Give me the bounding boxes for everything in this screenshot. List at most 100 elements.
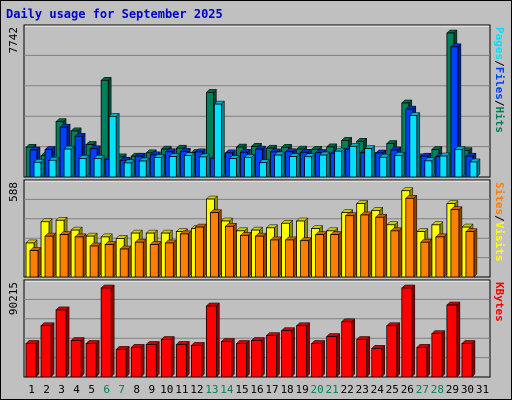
x-tick-label-8: 8 (133, 383, 140, 396)
axis-label-part: Visits (493, 222, 506, 262)
bar-kbytes-3-side (65, 306, 70, 378)
x-tick-label-15: 15 (235, 383, 248, 396)
x-tick-label-10: 10 (160, 383, 173, 396)
bar-sites-14-side (233, 222, 237, 278)
scale-label-hits-files-pages: 7742 (7, 27, 20, 54)
bar-pages-24 (379, 156, 388, 178)
scale-label-kbytes: 90215 (7, 282, 20, 315)
x-tick-label-20: 20 (311, 383, 324, 396)
bar-sites-25-side (398, 227, 403, 278)
bar-pages-4 (78, 158, 87, 178)
axis-label-visits-sites: Sites/Visits (493, 182, 506, 262)
bar-pages-9-side (161, 153, 165, 178)
axis-label-part: Sites (493, 182, 506, 215)
bar-sites-5 (89, 245, 99, 278)
bar-kbytes-11 (175, 344, 187, 378)
bar-sites-23 (360, 214, 370, 278)
bar-kbytes-7-side (125, 345, 130, 378)
bar-kbytes-25 (386, 325, 398, 378)
x-tick-label-18: 18 (280, 383, 293, 396)
x-tick-label-4: 4 (73, 383, 80, 396)
bar-pages-23-side (371, 144, 375, 178)
bar-sites-19 (300, 240, 309, 278)
bar-kbytes-18 (281, 330, 292, 378)
bar-pages-21-side (341, 147, 345, 178)
bar-kbytes-7 (115, 348, 127, 378)
bar-pages-18-side (296, 152, 300, 178)
bar-sites-12 (194, 226, 204, 278)
bar-sites-9 (149, 244, 159, 278)
x-tick-label-25: 25 (386, 383, 399, 396)
bar-pages-12-side (206, 153, 210, 178)
bar-kbytes-27-side (426, 343, 431, 378)
bar-sites-17-side (278, 236, 282, 278)
x-tick-label-12: 12 (190, 383, 203, 396)
bar-sites-20-side (323, 231, 327, 278)
bar-sites-28 (435, 236, 445, 278)
x-tick-label-28: 28 (431, 383, 444, 396)
x-tick-label-1: 1 (28, 383, 35, 396)
bar-kbytes-9-side (156, 340, 160, 378)
bar-kbytes-4 (70, 340, 82, 378)
bar-sites-30 (465, 231, 475, 278)
axis-label-part: Files (493, 67, 506, 100)
bar-pages-3 (63, 148, 72, 178)
bar-sites-7-side (127, 245, 132, 278)
bar-sites-6 (104, 244, 114, 278)
bar-kbytes-20-side (321, 339, 325, 378)
bar-sites-27 (420, 241, 430, 278)
bar-pages-6 (108, 115, 117, 178)
bar-kbytes-10 (160, 339, 172, 378)
bar-pages-1 (33, 161, 42, 178)
x-tick-label-11: 11 (175, 383, 188, 396)
bar-sites-13-side (218, 209, 222, 278)
bar-pages-8 (138, 160, 147, 178)
x-tick-label-14: 14 (220, 383, 234, 396)
bar-sites-26-side (413, 194, 418, 278)
bar-kbytes-29 (446, 304, 458, 378)
bar-kbytes-20 (311, 343, 323, 378)
axis-label-part: / (493, 100, 506, 107)
bar-pages-21 (334, 150, 343, 178)
bar-pages-14-side (236, 154, 240, 178)
bar-kbytes-9 (145, 344, 157, 378)
bar-pages-10 (168, 156, 177, 178)
bar-sites-2-side (52, 232, 57, 278)
bar-sites-15 (240, 234, 249, 278)
bar-kbytes-22-side (351, 318, 355, 378)
bar-pages-20-side (326, 151, 330, 178)
bar-sites-7 (119, 248, 129, 278)
bar-pages-22 (349, 145, 358, 178)
bar-pages-19 (304, 156, 312, 178)
bar-pages-22-side (356, 142, 360, 178)
bar-kbytes-19-side (306, 322, 310, 378)
bar-sites-24-side (383, 213, 387, 278)
bar-sites-5-side (97, 242, 102, 278)
bar-pages-4-side (85, 154, 90, 178)
bar-pages-5 (93, 158, 102, 178)
bar-pages-30 (469, 161, 478, 178)
bar-sites-18 (285, 239, 294, 278)
bar-pages-16 (259, 162, 267, 178)
bar-kbytes-14-side (231, 337, 235, 378)
bar-kbytes-21 (326, 336, 338, 378)
bar-kbytes-16-side (261, 336, 265, 378)
bar-sites-11 (179, 233, 189, 278)
x-tick-label-6: 6 (103, 383, 110, 396)
bar-kbytes-17-side (276, 331, 280, 378)
bar-sites-26 (405, 197, 415, 278)
scale-label-visits-sites: 588 (7, 182, 20, 202)
x-tick-label-30: 30 (461, 383, 474, 396)
axis-label-part: Pages (493, 27, 506, 60)
bar-pages-11-side (191, 152, 195, 178)
x-tick-label-21: 21 (326, 383, 339, 396)
bar-sites-27-side (428, 238, 433, 278)
bar-kbytes-2-side (50, 322, 55, 378)
bar-kbytes-12 (190, 345, 202, 378)
bar-kbytes-1-side (35, 339, 40, 378)
bar-kbytes-21-side (336, 332, 340, 378)
bar-kbytes-11-side (186, 340, 190, 378)
x-tick-label-19: 19 (295, 383, 308, 396)
bar-kbytes-27 (416, 347, 428, 378)
